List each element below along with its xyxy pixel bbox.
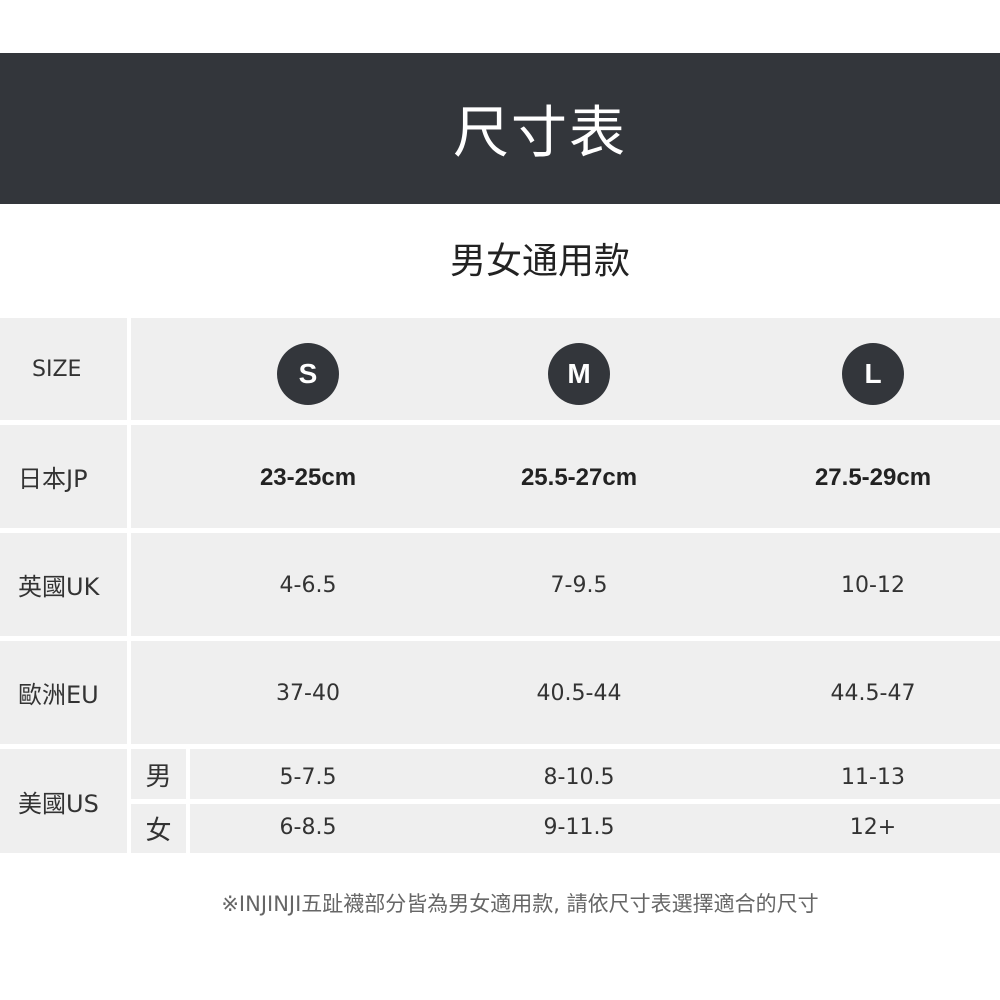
us-women-l: 12+ (849, 815, 897, 840)
eu-s: 37-40 (276, 681, 340, 706)
us-women-m: 9-11.5 (543, 815, 615, 840)
size-l-badge: L (842, 343, 904, 405)
us-women-label: 女 (131, 804, 186, 853)
us-men-m: 8-10.5 (543, 765, 615, 790)
eu-m: 40.5-44 (536, 681, 622, 706)
page-header: 尺寸表 (0, 53, 1000, 204)
row-us-men (190, 749, 1000, 799)
row-label-us: 美國US (0, 749, 127, 853)
us-men-l: 11-13 (841, 765, 905, 790)
page-title: 尺寸表 (453, 101, 627, 166)
row-jp (131, 425, 1000, 528)
size-m-badge: M (548, 343, 610, 405)
us-men-s: 5-7.5 (279, 765, 337, 790)
row-eu (131, 641, 1000, 744)
size-s-badge: S (277, 343, 339, 405)
row-us-women (190, 804, 1000, 853)
eu-l: 44.5-47 (830, 681, 916, 706)
row-label-uk: 英國UK (0, 533, 127, 636)
uk-m: 7-9.5 (550, 573, 608, 598)
jp-s: 23-25cm (259, 464, 357, 491)
row-label-jp: 日本JP (0, 425, 127, 528)
us-men-label: 男 (131, 749, 186, 799)
footnote: ※INJINJI五趾襪部分皆為男女適用款, 請依尺寸表選擇適合的尺寸 (221, 892, 819, 916)
size-header-label: SIZE (0, 318, 127, 420)
row-uk (131, 533, 1000, 636)
uk-l: 10-12 (841, 573, 905, 598)
jp-l: 27.5-29cm (814, 464, 932, 491)
subtitle: 男女通用款 (449, 241, 630, 282)
us-women-s: 6-8.5 (279, 815, 337, 840)
uk-s: 4-6.5 (279, 573, 337, 598)
jp-m: 25.5-27cm (520, 464, 638, 491)
row-label-eu: 歐洲EU (0, 641, 127, 744)
